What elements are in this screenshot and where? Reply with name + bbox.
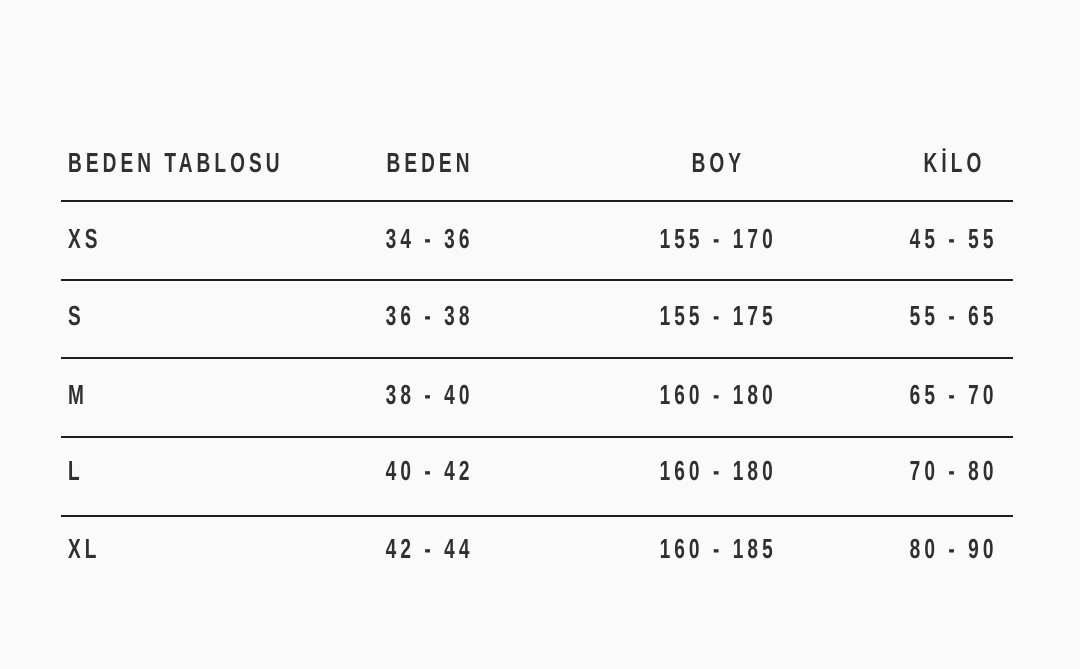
- cell-kilo: 45 - 55: [854, 219, 1054, 259]
- cell-boy: 155 - 175: [618, 296, 818, 336]
- cell-kilo-text: 70 - 80: [910, 455, 998, 486]
- cell-beden-text: 34 - 36: [386, 223, 474, 254]
- cell-size-label: L: [68, 451, 368, 491]
- cell-beden: 36 - 38: [330, 296, 530, 336]
- cell-size-label-text: S: [68, 300, 85, 331]
- header-kilo-text: KİLO: [923, 147, 985, 178]
- header-beden-text: BEDEN: [386, 147, 474, 178]
- cell-kilo-text: 65 - 70: [910, 379, 998, 410]
- cell-boy-text: 160 - 180: [659, 379, 777, 410]
- cell-boy: 160 - 180: [618, 375, 818, 415]
- cell-size-label-text: L: [68, 455, 84, 486]
- cell-kilo: 65 - 70: [854, 375, 1054, 415]
- cell-kilo-text: 80 - 90: [910, 533, 998, 564]
- cell-kilo: 80 - 90: [854, 529, 1054, 569]
- row-divider: [61, 357, 1013, 359]
- cell-size-label-text: XS: [68, 223, 102, 254]
- cell-kilo-text: 45 - 55: [910, 223, 998, 254]
- row-divider: [61, 436, 1013, 438]
- cell-boy-text: 155 - 170: [659, 223, 777, 254]
- cell-size-label: XS: [68, 219, 368, 259]
- cell-size-label-text: XL: [68, 533, 101, 564]
- header-boy: BOY: [618, 143, 818, 183]
- cell-beden: 38 - 40: [330, 375, 530, 415]
- cell-kilo: 70 - 80: [854, 451, 1054, 491]
- cell-beden: 34 - 36: [330, 219, 530, 259]
- cell-beden-text: 36 - 38: [386, 300, 474, 331]
- row-divider: [61, 200, 1013, 202]
- cell-boy: 160 - 185: [618, 529, 818, 569]
- cell-size-label: M: [68, 375, 368, 415]
- cell-size-label: S: [68, 296, 368, 336]
- cell-beden-text: 38 - 40: [386, 379, 474, 410]
- cell-kilo-text: 55 - 65: [910, 300, 998, 331]
- cell-kilo: 55 - 65: [854, 296, 1054, 336]
- header-size-label: BEDEN TABLOSU: [68, 143, 368, 183]
- row-divider: [61, 515, 1013, 517]
- cell-beden-text: 40 - 42: [386, 455, 474, 486]
- header-size-label-text: BEDEN TABLOSU: [68, 147, 284, 178]
- header-boy-text: BOY: [691, 147, 745, 178]
- cell-boy-text: 160 - 180: [659, 455, 777, 486]
- cell-boy-text: 160 - 185: [659, 533, 777, 564]
- cell-boy: 155 - 170: [618, 219, 818, 259]
- cell-boy-text: 155 - 175: [659, 300, 777, 331]
- cell-boy: 160 - 180: [618, 451, 818, 491]
- header-kilo: KİLO: [854, 143, 1054, 183]
- cell-beden-text: 42 - 44: [386, 533, 474, 564]
- header-beden: BEDEN: [330, 143, 530, 183]
- cell-beden: 40 - 42: [330, 451, 530, 491]
- cell-size-label-text: M: [68, 379, 88, 410]
- row-divider: [61, 279, 1013, 281]
- cell-beden: 42 - 44: [330, 529, 530, 569]
- cell-size-label: XL: [68, 529, 368, 569]
